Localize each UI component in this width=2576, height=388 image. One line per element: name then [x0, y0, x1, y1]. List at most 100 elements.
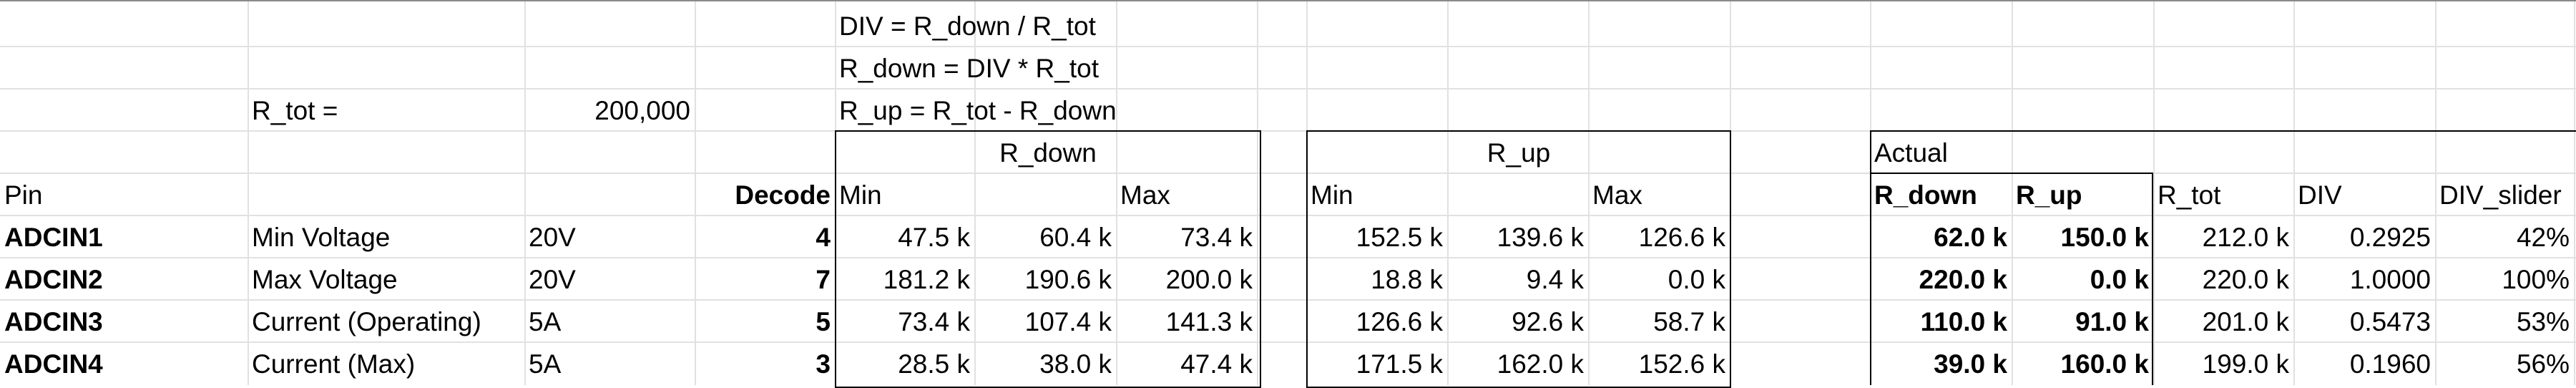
cell-rdown-min[interactable]: 181.2 k — [883, 265, 970, 294]
cell-rup-min[interactable]: 171.5 k — [1356, 349, 1443, 379]
cell-actual-div[interactable]: 0.1960 — [2349, 349, 2431, 379]
cell-rdown-max[interactable]: 73.4 k — [1180, 223, 1253, 252]
cell-actual-rup[interactable]: 91.0 k — [2075, 307, 2149, 336]
cell-pin[interactable]: ADCIN4 — [4, 349, 103, 379]
row-gridline — [0, 173, 2576, 174]
cell-description[interactable]: Current (Operating) — [252, 307, 481, 336]
column-gridline — [1116, 0, 1117, 385]
cell-actual-rdown[interactable]: 110.0 k — [1920, 307, 2007, 336]
column-gridline — [2153, 0, 2155, 385]
cell-rating[interactable]: 5A — [529, 349, 562, 379]
rtot-value[interactable]: 200,000 — [594, 96, 690, 125]
cell-pin[interactable]: ADCIN3 — [4, 307, 103, 336]
row-gridline — [0, 130, 2576, 132]
actual-inner-border-top — [1870, 173, 2153, 174]
cell-actual-div-slider[interactable]: 42% — [2516, 223, 2570, 252]
cell-actual-div-slider[interactable]: 53% — [2516, 307, 2570, 336]
cell-actual-div[interactable]: 0.5473 — [2349, 307, 2431, 336]
actual-border-left — [1870, 130, 1871, 385]
cell-rup-mid[interactable]: 92.6 k — [1512, 307, 1584, 336]
cell-decode[interactable]: 4 — [816, 223, 831, 252]
formula-rdown[interactable]: R_down = DIV * R_tot — [839, 54, 1099, 83]
cell-rup-max[interactable]: 152.6 k — [1638, 349, 1725, 379]
cell-actual-div-slider[interactable]: 100% — [2502, 265, 2570, 294]
header-actual-rtot[interactable]: R_tot — [2158, 180, 2221, 210]
cell-actual-rup[interactable]: 0.0 k — [2090, 265, 2149, 294]
header-actual-rdown[interactable]: R_down — [1874, 180, 1977, 210]
cell-pin[interactable]: ADCIN1 — [4, 223, 103, 252]
row-gridline — [0, 299, 2576, 301]
column-gridline — [2435, 0, 2437, 385]
cell-rup-min[interactable]: 152.5 k — [1356, 223, 1443, 252]
cell-rdown-max[interactable]: 47.4 k — [1180, 349, 1253, 379]
row-gridline — [0, 88, 2576, 89]
column-gridline — [248, 0, 249, 385]
header-rup-max[interactable]: Max — [1592, 180, 1642, 210]
row-gridline — [0, 0, 2576, 1]
cell-rdown-mid[interactable]: 60.4 k — [1039, 223, 1112, 252]
header-rup-min[interactable]: Min — [1311, 180, 1353, 210]
header-decode[interactable]: Decode — [735, 180, 831, 210]
group-header-actual[interactable]: Actual — [1874, 138, 1948, 168]
cell-actual-div[interactable]: 1.0000 — [2349, 265, 2431, 294]
cell-rup-mid[interactable]: 162.0 k — [1497, 349, 1584, 379]
cell-rdown-min[interactable]: 28.5 k — [898, 349, 970, 379]
cell-actual-rtot[interactable]: 212.0 k — [2202, 223, 2289, 252]
cell-actual-rdown[interactable]: 220.0 k — [1919, 265, 2007, 294]
rtot-label[interactable]: R_tot = — [252, 96, 338, 125]
cell-actual-div[interactable]: 0.2925 — [2349, 223, 2431, 252]
cell-rup-max[interactable]: 0.0 k — [1667, 265, 1725, 294]
cell-rup-mid[interactable]: 9.4 k — [1526, 265, 1584, 294]
formula-div[interactable]: DIV = R_down / R_tot — [839, 11, 1096, 41]
cell-actual-rtot[interactable]: 199.0 k — [2202, 349, 2289, 379]
cell-description[interactable]: Max Voltage — [252, 265, 398, 294]
cell-rating[interactable]: 5A — [529, 307, 562, 336]
cell-rating[interactable]: 20V — [529, 223, 576, 252]
header-actual-rup[interactable]: R_up — [2016, 180, 2082, 210]
cell-decode[interactable]: 7 — [816, 265, 831, 294]
cell-rdown-max[interactable]: 200.0 k — [1165, 265, 1253, 294]
formula-rup[interactable]: R_up = R_tot - R_down — [839, 96, 1117, 125]
cell-rdown-mid[interactable]: 190.6 k — [1024, 265, 1112, 294]
column-gridline — [974, 0, 976, 385]
cell-actual-rup[interactable]: 150.0 k — [2060, 223, 2149, 252]
cell-actual-rtot[interactable]: 220.0 k — [2202, 265, 2289, 294]
group-header-rdown[interactable]: R_down — [999, 138, 1097, 168]
cell-rdown-max[interactable]: 141.3 k — [1165, 307, 1253, 336]
cell-rup-mid[interactable]: 139.6 k — [1497, 223, 1584, 252]
cell-rup-min[interactable]: 18.8 k — [1371, 265, 1443, 294]
cell-actual-rtot[interactable]: 201.0 k — [2202, 307, 2289, 336]
column-gridline — [1588, 0, 1590, 385]
cell-rup-min[interactable]: 126.6 k — [1356, 307, 1443, 336]
column-gridline — [1447, 0, 1449, 385]
cell-actual-rdown[interactable]: 62.0 k — [1934, 223, 2007, 252]
cell-description[interactable]: Current (Max) — [252, 349, 416, 379]
header-rdown-min[interactable]: Min — [839, 180, 882, 210]
column-gridline — [2012, 0, 2013, 385]
cell-description[interactable]: Min Voltage — [252, 223, 391, 252]
cell-rdown-min[interactable]: 47.5 k — [898, 223, 970, 252]
header-rdown-max[interactable]: Max — [1120, 180, 1170, 210]
cell-rdown-mid[interactable]: 107.4 k — [1024, 307, 1112, 336]
cell-rup-max[interactable]: 58.7 k — [1653, 307, 1725, 336]
cell-actual-rdown[interactable]: 39.0 k — [1934, 349, 2007, 379]
cell-rup-max[interactable]: 126.6 k — [1638, 223, 1725, 252]
column-gridline — [2574, 0, 2575, 385]
column-gridline — [695, 0, 696, 385]
cell-decode[interactable]: 3 — [816, 349, 831, 379]
header-actual-div-slider[interactable]: DIV_slider — [2439, 180, 2562, 210]
group-header-rup[interactable]: R_up — [1487, 138, 1551, 168]
header-pin[interactable]: Pin — [4, 180, 43, 210]
cell-rdown-min[interactable]: 73.4 k — [898, 307, 970, 336]
header-actual-div[interactable]: DIV — [2298, 180, 2342, 210]
cell-actual-div-slider[interactable]: 56% — [2516, 349, 2570, 379]
actual-border-top — [1870, 130, 2576, 132]
column-gridline — [1257, 0, 1258, 385]
cell-rating[interactable]: 20V — [529, 265, 576, 294]
cell-rdown-mid[interactable]: 38.0 k — [1039, 349, 1112, 379]
cell-pin[interactable]: ADCIN2 — [4, 265, 103, 294]
cell-decode[interactable]: 5 — [816, 307, 831, 336]
row-gridline — [0, 46, 2576, 47]
cell-actual-rup[interactable]: 160.0 k — [2060, 349, 2149, 379]
